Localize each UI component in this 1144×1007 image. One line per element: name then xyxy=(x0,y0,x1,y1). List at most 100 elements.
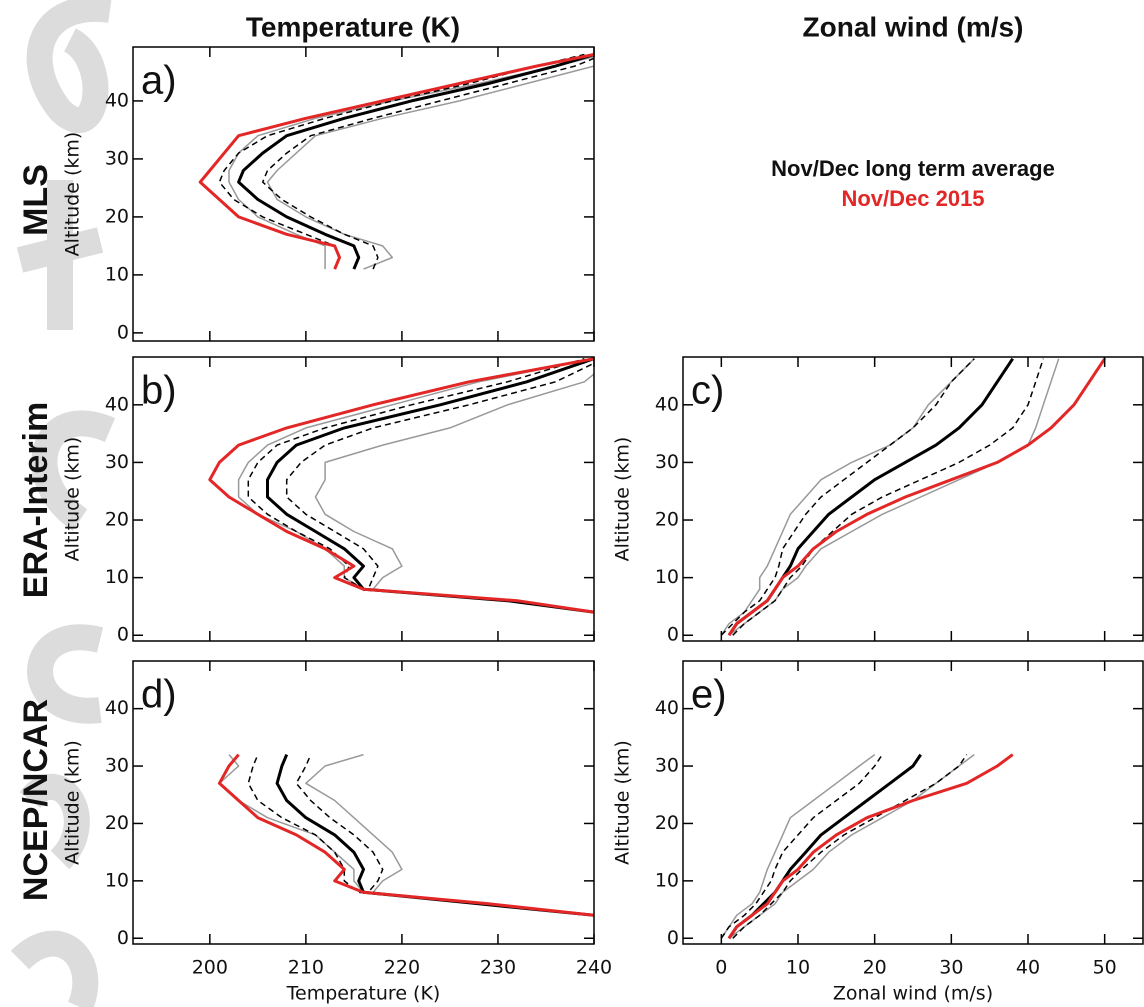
y-tick-label: 40 xyxy=(105,89,129,111)
plot-frame xyxy=(682,356,1144,642)
series-group xyxy=(720,357,1106,637)
profile-line xyxy=(217,753,594,917)
series-group xyxy=(198,53,594,270)
x-tick-label: 30 xyxy=(939,957,963,979)
profile-line xyxy=(266,357,594,614)
y-tick-label: 20 xyxy=(655,509,679,531)
y-tick-label: 40 xyxy=(105,393,129,415)
x-tick-label: 10 xyxy=(786,957,810,979)
profile-line xyxy=(247,357,594,613)
profile-line xyxy=(720,358,975,636)
profile-line xyxy=(727,753,1014,940)
legend-entry: Nov/Dec long term average xyxy=(771,156,1055,181)
profile-line xyxy=(305,753,594,917)
plot-frame xyxy=(132,660,595,945)
panel: 0 10 20 30 40 Altitude (km) b) xyxy=(62,356,595,646)
y-tick-label: 20 xyxy=(655,812,679,834)
y-tick-label: 0 xyxy=(667,927,679,949)
plot-frame xyxy=(682,660,1144,945)
panel-label: a) xyxy=(141,59,177,103)
x-tick-label: 210 xyxy=(288,957,324,979)
y-tick-label: 10 xyxy=(105,566,129,588)
y-tick-label: 10 xyxy=(105,869,129,891)
y-tick-label: 0 xyxy=(117,624,129,646)
profile-line xyxy=(728,358,1060,636)
panel: 0 10 20 30 40 50 0 10 20 30 40 Altitude (km) Zonal w… xyxy=(612,660,1144,1005)
y-tick-label: 20 xyxy=(105,812,129,834)
x-tick-label: 50 xyxy=(1093,957,1117,979)
x-axis-label: Temperature (K) xyxy=(286,983,441,1005)
series-group xyxy=(217,753,594,917)
plot-frame xyxy=(132,356,595,642)
y-tick-label: 20 xyxy=(105,509,129,531)
y-axis-label: Altitude (km) xyxy=(62,132,84,257)
profile-line xyxy=(314,373,594,613)
row-label: NCEP/NCAR xyxy=(17,699,55,901)
x-tick-label: 230 xyxy=(480,957,516,979)
y-tick-label: 40 xyxy=(655,393,679,415)
y-tick-label: 30 xyxy=(105,147,129,169)
profile-line xyxy=(732,358,1045,636)
panel: 0 10 20 30 40 Altitude (km) c) xyxy=(612,356,1144,646)
profile-line xyxy=(266,65,594,270)
x-axis-label: Zonal wind (m/s) xyxy=(833,983,993,1005)
panel-label: c) xyxy=(691,369,724,413)
profile-line xyxy=(285,362,594,613)
profile-line xyxy=(218,754,594,917)
row-label: MLS xyxy=(17,164,55,236)
profile-line xyxy=(198,53,594,270)
panel: 0 10 20 30 40 Altitude (km) a) xyxy=(62,46,595,343)
panel-label: d) xyxy=(141,673,177,717)
profile-line xyxy=(237,53,594,270)
x-tick-label: 20 xyxy=(863,957,887,979)
y-tick-label: 0 xyxy=(667,624,679,646)
series-group xyxy=(720,753,1014,940)
x-tick-label: 220 xyxy=(384,957,420,979)
y-tick-label: 10 xyxy=(655,869,679,891)
x-tick-label: 0 xyxy=(715,957,727,979)
y-tick-label: 10 xyxy=(655,566,679,588)
y-tick-label: 30 xyxy=(105,755,129,777)
profile-line xyxy=(727,357,1106,637)
y-tick-label: 30 xyxy=(655,755,679,777)
column-title: Temperature (K) xyxy=(246,11,460,42)
row-label: ERA-Interim xyxy=(17,402,55,598)
column-title: Zonal wind (m/s) xyxy=(803,11,1024,42)
y-tick-label: 40 xyxy=(105,697,129,719)
legend-entry: Nov/Dec 2015 xyxy=(841,186,984,211)
y-axis-label: Altitude (km) xyxy=(62,437,84,562)
profile-line xyxy=(728,753,975,939)
profile-line xyxy=(720,358,975,636)
profile-line xyxy=(720,753,876,939)
profile-line xyxy=(208,357,594,614)
profile-line xyxy=(732,754,968,939)
y-tick-label: 40 xyxy=(655,697,679,719)
panel-label: e) xyxy=(691,673,727,717)
y-tick-label: 0 xyxy=(117,321,129,343)
y-axis-label: Altitude (km) xyxy=(612,437,634,562)
x-tick-label: 40 xyxy=(1016,957,1040,979)
profile-line xyxy=(295,754,594,917)
profile-line xyxy=(261,57,594,270)
panel-label: b) xyxy=(141,369,177,413)
y-tick-label: 30 xyxy=(655,451,679,473)
profile-line xyxy=(237,357,594,613)
y-axis-label: Altitude (km) xyxy=(62,740,84,865)
x-tick-label: 200 xyxy=(192,957,228,979)
panel: 200 210 220 230 240 0 10 20 30 40 Altitude (km) Tem… xyxy=(62,660,612,1005)
profile-line xyxy=(228,56,594,270)
y-tick-label: 0 xyxy=(117,927,129,949)
y-tick-label: 30 xyxy=(105,451,129,473)
profile-line xyxy=(218,53,585,270)
series-group xyxy=(208,357,594,614)
plot-frame xyxy=(132,46,595,342)
y-tick-label: 10 xyxy=(105,263,129,285)
y-axis-label: Altitude (km) xyxy=(612,740,634,865)
watermark xyxy=(10,0,116,1007)
x-tick-label: 240 xyxy=(576,957,612,979)
y-tick-label: 20 xyxy=(105,205,129,227)
profile-line xyxy=(247,754,594,917)
profile-line xyxy=(275,754,594,917)
profile-line xyxy=(720,754,883,939)
